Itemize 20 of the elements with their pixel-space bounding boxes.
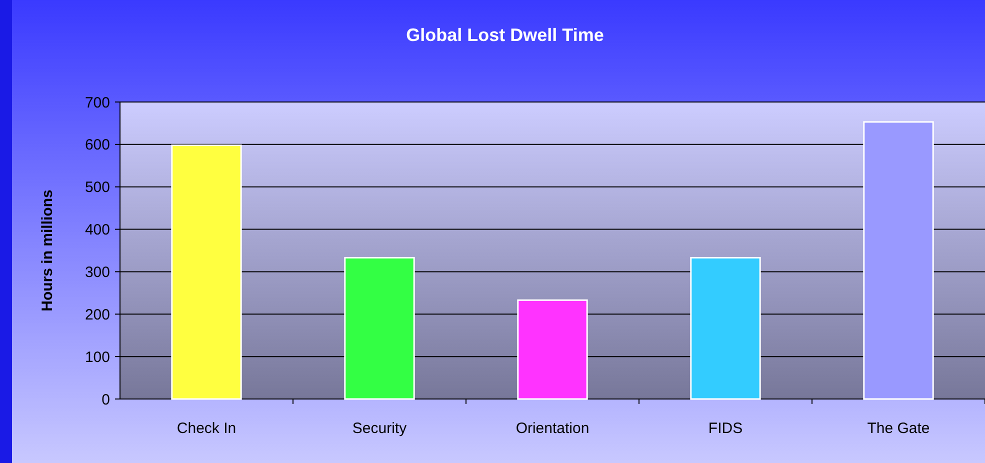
y-tick-label: 700 bbox=[84, 94, 110, 112]
bar bbox=[344, 256, 415, 400]
x-tick-label: The Gate bbox=[867, 420, 930, 437]
y-tick-label: 600 bbox=[84, 136, 110, 154]
y-axis-title: Hours in millions bbox=[39, 190, 56, 312]
x-tick-label: FIDS bbox=[708, 420, 743, 437]
y-tick-label: 400 bbox=[84, 222, 110, 239]
y-tick-label: 200 bbox=[84, 306, 110, 324]
x-tick-label: Orientation bbox=[516, 420, 590, 437]
y-tick-label: 0 bbox=[102, 391, 110, 408]
y-tick-label: 100 bbox=[84, 348, 110, 366]
bar bbox=[690, 256, 761, 400]
bar bbox=[517, 299, 588, 400]
bar bbox=[863, 121, 934, 400]
bar bbox=[171, 144, 242, 400]
x-tick-label: Check In bbox=[176, 420, 236, 437]
chart-title: Global Lost Dwell Time bbox=[406, 25, 604, 45]
y-tick-label: 300 bbox=[84, 264, 110, 281]
y-tick-label: 500 bbox=[84, 179, 110, 196]
x-tick-label: Security bbox=[352, 420, 408, 437]
